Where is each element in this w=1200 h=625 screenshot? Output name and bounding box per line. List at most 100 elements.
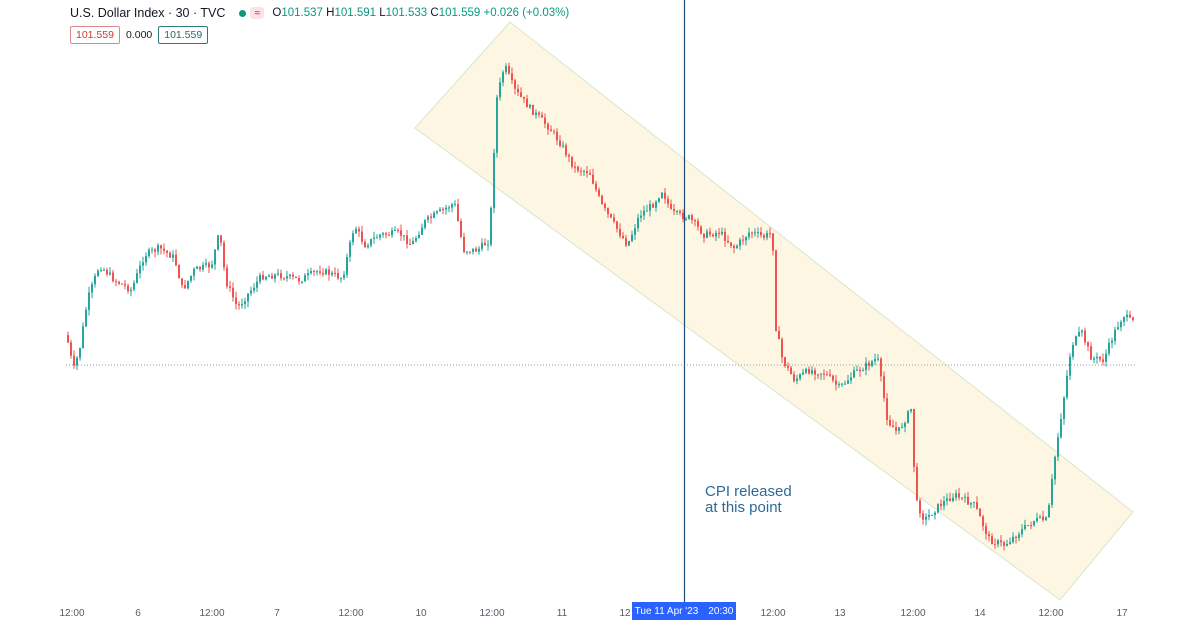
candle-body xyxy=(454,203,456,205)
candle-body xyxy=(679,211,681,213)
candle-body xyxy=(1021,529,1023,535)
candle-body xyxy=(805,369,807,373)
candle-body xyxy=(616,221,618,229)
candle-body xyxy=(211,264,213,268)
open-label: O xyxy=(272,7,282,19)
candle-body xyxy=(685,218,687,220)
time-axis[interactable]: 12:00 6 12:00 7 12:00 10 12:00 11 12 12:00 13 12:00… xyxy=(59,608,1128,619)
candle-body xyxy=(133,282,135,290)
candle-body xyxy=(673,208,675,212)
candle-body xyxy=(265,277,267,280)
candle-body xyxy=(1039,516,1041,518)
candle-body xyxy=(172,254,174,258)
candle-body xyxy=(979,509,981,517)
candle-body xyxy=(136,273,138,283)
candle-body xyxy=(769,233,771,235)
buy-price-button[interactable]: 101.559 xyxy=(158,26,209,44)
candle-body xyxy=(451,204,453,208)
candle-body xyxy=(214,249,216,265)
candle-body xyxy=(559,140,561,147)
candle-body xyxy=(280,273,282,279)
candle-body xyxy=(127,285,129,292)
candle-body xyxy=(643,210,645,216)
crosshair-time-badge: Tue 11 Apr '23 20:30 xyxy=(632,602,736,620)
candle-body xyxy=(739,239,741,246)
candle-body xyxy=(967,496,969,505)
candle-body xyxy=(904,422,906,427)
candle-body xyxy=(487,244,489,246)
candle-body xyxy=(175,254,177,266)
candle-body xyxy=(427,216,429,220)
candle-body xyxy=(943,501,945,506)
candle-body xyxy=(736,245,738,248)
candle-body xyxy=(457,203,459,221)
candle-body xyxy=(94,275,96,285)
candle-body xyxy=(241,304,243,306)
candle-body xyxy=(868,362,870,366)
candle-body xyxy=(550,129,552,132)
candle-body xyxy=(682,212,684,219)
candle-body xyxy=(619,228,621,236)
x-tick-label: 17 xyxy=(1116,608,1128,619)
candle-body xyxy=(1072,344,1074,357)
candle-body xyxy=(859,369,861,372)
candle-body xyxy=(850,377,852,381)
candle-body xyxy=(193,268,195,276)
candle-body xyxy=(973,502,975,503)
candle-body xyxy=(1012,536,1014,543)
candlestick-series xyxy=(67,62,1134,551)
candle-body xyxy=(592,174,594,184)
candle-body xyxy=(145,256,147,263)
candle-body xyxy=(748,232,750,238)
candle-body xyxy=(901,426,903,428)
candle-body xyxy=(184,285,186,289)
candle-body xyxy=(556,131,558,141)
candle-body xyxy=(1027,525,1029,526)
candle-body xyxy=(1117,327,1119,330)
indicator-wave-icon[interactable]: ≈ xyxy=(250,7,265,19)
candle-body xyxy=(259,274,261,282)
candle-body xyxy=(877,358,879,360)
candle-body xyxy=(751,232,753,234)
sell-price-button[interactable]: 101.559 xyxy=(70,26,120,44)
candle-body xyxy=(1075,336,1077,345)
candle-body xyxy=(358,228,360,232)
candle-body xyxy=(424,219,426,228)
candle-body xyxy=(1030,525,1032,527)
symbol-title[interactable]: U.S. Dollar Index · 30 · TVC xyxy=(70,6,226,20)
candle-body xyxy=(307,273,309,276)
candle-body xyxy=(622,235,624,238)
candle-body xyxy=(109,272,111,275)
candle-body xyxy=(322,272,324,275)
candle-body xyxy=(565,145,567,156)
candle-body xyxy=(412,241,414,244)
candle-body xyxy=(430,216,432,218)
candle-body xyxy=(1132,317,1134,320)
x-tick-label: 12:00 xyxy=(1038,608,1063,619)
candle-body xyxy=(499,82,501,98)
candle-body xyxy=(832,375,834,381)
candle-body xyxy=(376,237,378,239)
price-channel[interactable] xyxy=(414,21,1134,601)
candle-body xyxy=(613,217,615,222)
candle-body xyxy=(634,228,636,235)
cpi-annotation[interactable]: CPI released at this point xyxy=(705,484,792,516)
candle-body xyxy=(724,231,726,241)
candle-body xyxy=(1108,342,1110,354)
candle-body xyxy=(157,245,159,252)
candle-body xyxy=(130,289,132,292)
candle-body xyxy=(1078,332,1080,337)
candle-body xyxy=(787,366,789,368)
x-tick-label: 14 xyxy=(974,608,986,619)
candle-body xyxy=(955,493,957,498)
candle-body xyxy=(958,493,960,498)
candle-body xyxy=(661,192,663,199)
candle-body xyxy=(589,173,591,175)
candle-body xyxy=(700,226,702,234)
candle-body xyxy=(493,152,495,209)
candle-body xyxy=(1018,534,1020,538)
candle-body xyxy=(577,166,579,171)
candle-body xyxy=(544,117,546,124)
